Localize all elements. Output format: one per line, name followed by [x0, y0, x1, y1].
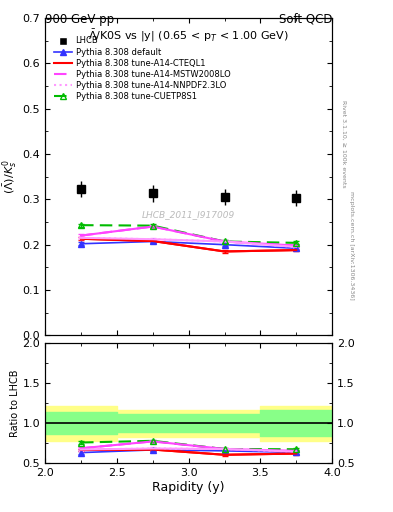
Legend: LHCB, Pythia 8.308 default, Pythia 8.308 tune-A14-CTEQL1, Pythia 8.308 tune-A14-: LHCB, Pythia 8.308 default, Pythia 8.308… [52, 35, 232, 102]
Text: Rivet 3.1.10, ≥ 100k events: Rivet 3.1.10, ≥ 100k events [342, 99, 346, 187]
Text: 900 GeV pp: 900 GeV pp [45, 13, 114, 26]
Text: LHCB_2011_I917009: LHCB_2011_I917009 [142, 210, 235, 219]
Y-axis label: Ratio to LHCB: Ratio to LHCB [10, 370, 20, 437]
Text: $\bar{\Lambda}$/K0S vs |y| (0.65 < p$_T$ < 1.00 GeV): $\bar{\Lambda}$/K0S vs |y| (0.65 < p$_T$… [88, 28, 289, 44]
Y-axis label: $\bar{(\Lambda)}$/$K^0_s$: $\bar{(\Lambda)}$/$K^0_s$ [1, 159, 20, 194]
X-axis label: Rapidity (y): Rapidity (y) [152, 481, 225, 494]
Text: mcplots.cern.ch [arXiv:1306.3436]: mcplots.cern.ch [arXiv:1306.3436] [349, 191, 354, 300]
Text: Soft QCD: Soft QCD [279, 13, 332, 26]
